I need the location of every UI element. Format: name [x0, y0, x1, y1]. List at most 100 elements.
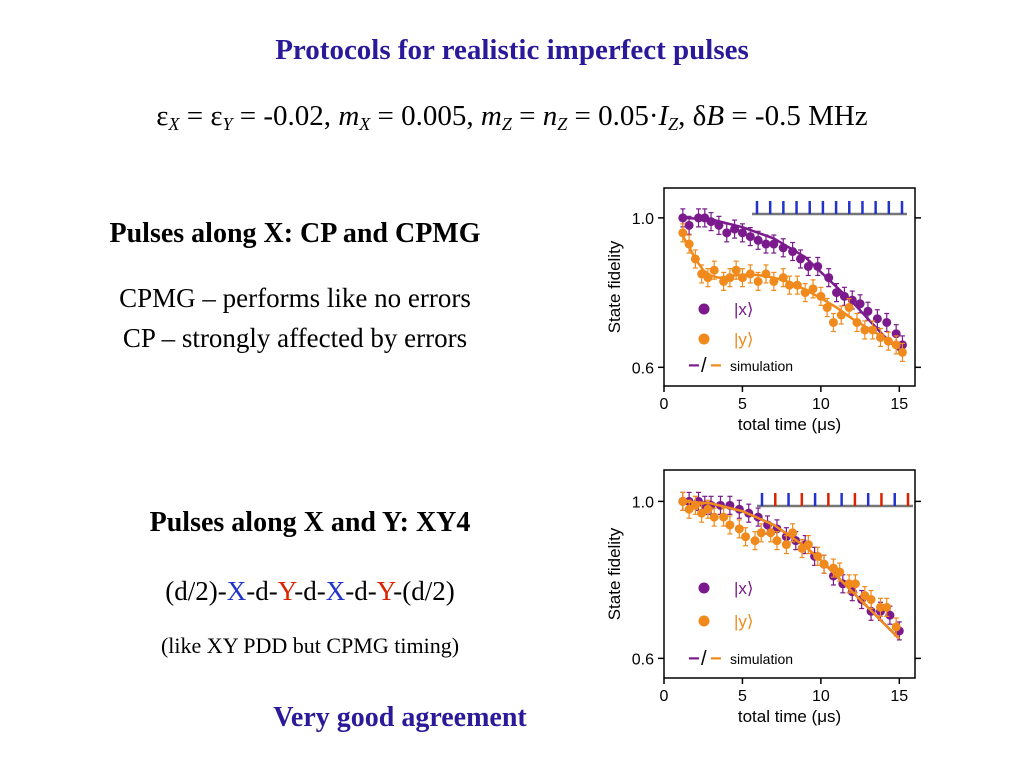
- legend-sim-label: simulation: [730, 358, 793, 374]
- data-point-y: [772, 536, 782, 546]
- data-point-y: [709, 512, 719, 522]
- simulation-line-x: [682, 500, 901, 640]
- data-point-y: [778, 273, 788, 283]
- param-eq1: =: [179, 100, 211, 132]
- param-n: n: [542, 100, 558, 132]
- data-point-y: [690, 254, 700, 264]
- data-point-x: [839, 291, 849, 301]
- param-m2: m: [480, 100, 502, 132]
- y-tick-label: 1.0: [632, 494, 654, 511]
- simulation-line-y: [682, 500, 901, 640]
- data-point-x: [803, 261, 813, 271]
- data-point-y: [866, 595, 876, 605]
- param-val1: = -0.02,: [232, 100, 339, 132]
- data-point-y: [785, 280, 794, 290]
- chart-xy4: 0 5 10 15 0.6 1.0 total time (μs) State fidelit…: [605, 469, 921, 726]
- legend-sim-slash: /: [701, 355, 707, 377]
- data-point-x: [694, 213, 704, 223]
- data-point-x: [722, 228, 732, 238]
- param-x-sub: X: [168, 114, 180, 134]
- param-mx-sub: X: [359, 114, 371, 134]
- seq-x1: X: [226, 576, 247, 606]
- data-point-y: [844, 579, 854, 589]
- data-point-y: [882, 602, 892, 612]
- seq-y1: Y: [277, 576, 295, 606]
- data-point-y: [836, 310, 846, 320]
- param-val3: = 0.05·: [567, 100, 659, 132]
- param-eps-y: ε: [210, 100, 223, 132]
- seq-x2: X: [325, 576, 346, 606]
- data-point-y: [819, 559, 829, 569]
- data-point-x: [678, 213, 688, 223]
- data-point-y: [835, 567, 845, 577]
- data-point-y: [756, 528, 766, 538]
- legend-marker-x: [698, 582, 710, 594]
- data-point-y: [875, 332, 885, 342]
- data-point-y: [703, 504, 713, 514]
- x-tick-label: 0: [660, 688, 669, 705]
- data-point-y: [709, 265, 719, 275]
- data-point-y: [875, 602, 885, 612]
- param-delta: , δ: [678, 100, 707, 132]
- param-m: m: [338, 100, 360, 132]
- data-point-y: [816, 291, 826, 301]
- data-point-x: [847, 295, 857, 305]
- plot-frame: [663, 469, 916, 679]
- x-axis-label: total time (μs): [738, 707, 841, 726]
- param-val4: = -0.5 MHz: [724, 100, 868, 132]
- data-point-x: [769, 239, 779, 249]
- data-point-x: [795, 254, 805, 264]
- legend-label-x: |x⟩: [734, 579, 754, 598]
- conclusion-text: Very good agreement: [273, 702, 527, 733]
- section1-line2: CP – strongly affected by errors: [122, 323, 468, 353]
- legend-marker-x: [698, 303, 710, 315]
- seq-part4: -d-: [345, 576, 377, 606]
- data-point-x: [737, 228, 747, 238]
- data-point-x: [714, 220, 724, 230]
- data-point-y: [850, 579, 860, 589]
- legend-marker-y: [698, 615, 710, 627]
- plot-frame: [663, 187, 916, 387]
- data-point-x: [855, 299, 865, 309]
- section1-line1: CPMG – performs like no errors: [119, 283, 471, 313]
- data-point-x: [778, 243, 788, 253]
- data-point-x: [761, 239, 771, 249]
- data-point-x: [684, 220, 694, 230]
- data-point-y: [753, 276, 763, 286]
- data-point-y: [725, 520, 735, 530]
- x-tick-label: 5: [738, 396, 747, 413]
- data-point-x: [745, 232, 755, 242]
- parameters-line: εX = εY = -0.02, mX = 0.005, mZ = nZ = 0…: [0, 100, 1024, 135]
- chart-cp-cpmg: 0 5 10 15 0.6 1.0 total time (μs) State fidelit…: [605, 187, 921, 434]
- y-tick-label: 1.0: [632, 211, 654, 228]
- param-val2: = 0.005,: [370, 100, 481, 132]
- data-point-y: [800, 288, 810, 298]
- data-point-y: [684, 239, 694, 249]
- y-tick-label: 0.6: [632, 651, 654, 668]
- data-point-y: [891, 340, 901, 350]
- legend-sim-purple: −: [688, 648, 700, 670]
- data-point-y: [690, 500, 700, 510]
- data-point-y: [725, 273, 735, 283]
- data-point-y: [813, 551, 823, 561]
- data-point-y: [891, 622, 901, 632]
- data-point-y: [741, 532, 751, 542]
- data-point-x: [885, 610, 895, 620]
- data-point-x: [730, 224, 740, 234]
- seq-part2: -d-: [246, 576, 278, 606]
- data-point-y: [766, 528, 776, 538]
- x-axis-label: total time (μs): [738, 415, 841, 434]
- data-point-y: [860, 325, 870, 335]
- data-point-y: [883, 336, 893, 346]
- seq-part5: -(d/2): [393, 576, 455, 606]
- data-point-y: [788, 528, 798, 538]
- data-point-y: [868, 325, 878, 335]
- data-point-y: [731, 265, 741, 275]
- data-point-y: [737, 273, 747, 283]
- data-point-y: [897, 347, 907, 357]
- legend-sim-slash: /: [701, 648, 707, 670]
- data-point-y: [792, 280, 802, 290]
- y-axis-label: State fidelity: [605, 527, 624, 620]
- data-point-y: [828, 317, 838, 327]
- param-B: B: [706, 100, 725, 132]
